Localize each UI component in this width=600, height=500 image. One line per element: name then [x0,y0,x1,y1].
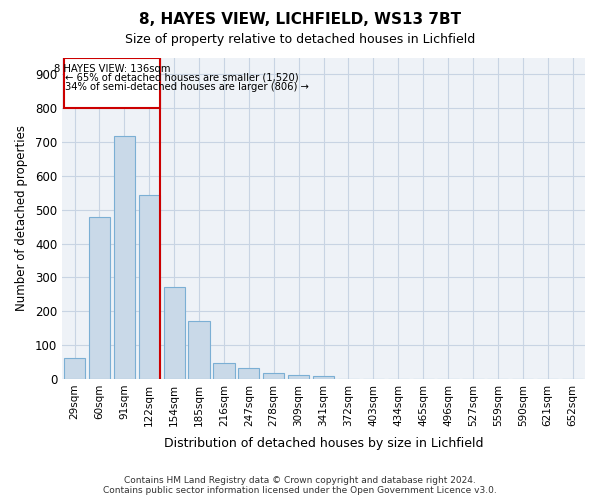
Bar [164,287,185,379]
Text: 34% of semi-detached houses are larger (806) →: 34% of semi-detached houses are larger (… [65,82,309,92]
Text: Size of property relative to detached houses in Lichfield: Size of property relative to detached ho… [125,32,475,46]
Bar [288,374,309,379]
Bar [114,136,135,379]
Y-axis label: Number of detached properties: Number of detached properties [15,125,28,311]
Text: Contains public sector information licensed under the Open Government Licence v3: Contains public sector information licen… [103,486,497,495]
Bar [64,358,85,379]
FancyBboxPatch shape [64,58,160,108]
Bar [139,195,160,379]
Bar [89,216,110,379]
Text: ← 65% of detached houses are smaller (1,520): ← 65% of detached houses are smaller (1,… [65,72,299,82]
Bar [313,376,334,379]
Bar [238,368,259,379]
Text: 8 HAYES VIEW: 136sqm: 8 HAYES VIEW: 136sqm [53,64,170,74]
Text: 8, HAYES VIEW, LICHFIELD, WS13 7BT: 8, HAYES VIEW, LICHFIELD, WS13 7BT [139,12,461,28]
Text: Contains HM Land Registry data © Crown copyright and database right 2024.: Contains HM Land Registry data © Crown c… [124,476,476,485]
Bar [214,363,235,379]
Bar [188,320,209,379]
X-axis label: Distribution of detached houses by size in Lichfield: Distribution of detached houses by size … [164,437,483,450]
Bar [263,373,284,379]
